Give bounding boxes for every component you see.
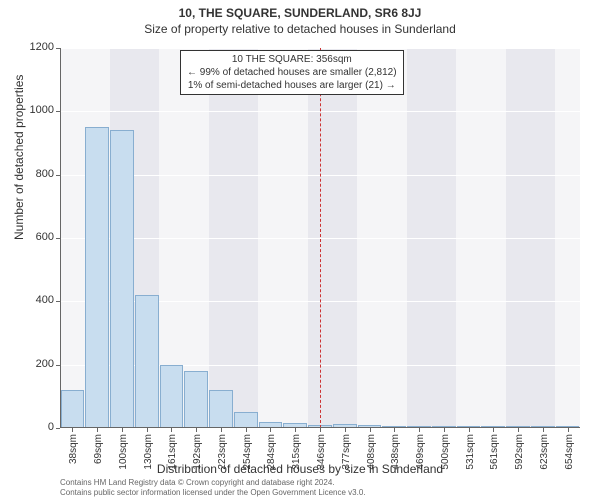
y-tick-label: 800 xyxy=(8,168,54,180)
y-tick-label: 400 xyxy=(8,294,54,306)
attribution-line2: Contains public sector information licen… xyxy=(60,488,366,498)
histogram-bar xyxy=(234,412,258,428)
annotation-larger: 1% of semi-detached houses are larger (2… xyxy=(187,79,397,92)
title-subtitle: Size of property relative to detached ho… xyxy=(0,20,600,36)
y-tick-label: 0 xyxy=(8,421,54,433)
reference-line xyxy=(320,48,321,428)
histogram-bar xyxy=(160,365,184,428)
histogram-chart: 10 THE SQUARE: 356sqm← 99% of detached h… xyxy=(60,48,580,428)
annotation-value: 10 THE SQUARE: 356sqm xyxy=(187,53,397,66)
histogram-bar xyxy=(85,127,109,428)
y-axis-label: Number of detached properties xyxy=(12,75,26,240)
histogram-bar xyxy=(110,130,134,428)
y-tick-label: 200 xyxy=(8,358,54,370)
histogram-bar xyxy=(61,390,85,428)
annotation-box: 10 THE SQUARE: 356sqm← 99% of detached h… xyxy=(180,50,404,95)
histogram-bar xyxy=(135,295,159,428)
x-axis-label: Distribution of detached houses by size … xyxy=(0,462,600,476)
title-address: 10, THE SQUARE, SUNDERLAND, SR6 8JJ xyxy=(0,0,600,20)
histogram-bar xyxy=(209,390,233,428)
y-tick-label: 600 xyxy=(8,231,54,243)
y-tick-label: 1200 xyxy=(8,41,54,53)
annotation-smaller: ← 99% of detached houses are smaller (2,… xyxy=(187,66,397,79)
attribution-text: Contains HM Land Registry data © Crown c… xyxy=(60,478,366,497)
y-tick-label: 1000 xyxy=(8,104,54,116)
histogram-bar xyxy=(184,371,208,428)
attribution-line1: Contains HM Land Registry data © Crown c… xyxy=(60,478,366,488)
